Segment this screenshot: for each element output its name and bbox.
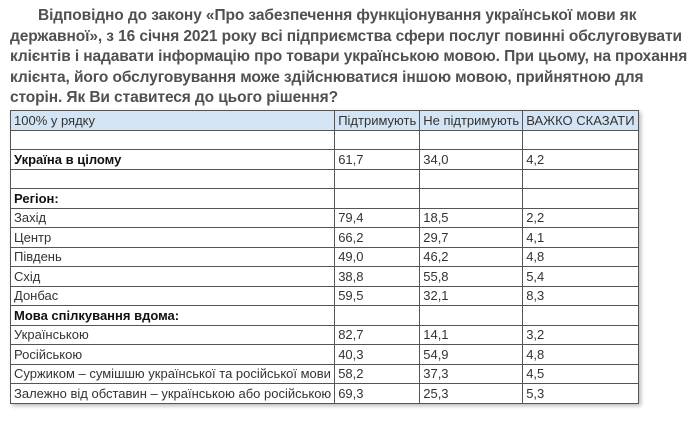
table-row: Схід 38,8 55,8 5,4 bbox=[9, 266, 640, 287]
row-label: Російською bbox=[9, 344, 336, 365]
header-cell: Підтримують bbox=[334, 110, 421, 131]
table-header-row: 100% у рядку Підтримують Не підтримують … bbox=[9, 110, 640, 131]
table-row: Українською 82,7 14,1 3,2 bbox=[9, 324, 640, 345]
value-cell: 59,5 bbox=[334, 285, 421, 306]
value-cell: 5,3 bbox=[522, 383, 640, 404]
value-cell bbox=[522, 188, 640, 209]
value-cell: 29,7 bbox=[419, 227, 524, 248]
value-cell bbox=[334, 188, 421, 209]
table-row: Російською 40,3 54,9 4,8 bbox=[9, 344, 640, 365]
value-cell bbox=[334, 168, 421, 189]
row-label: Залежно від обставин – українською або р… bbox=[9, 383, 336, 404]
results-table: 100% у рядку Підтримують Не підтримують … bbox=[9, 110, 640, 404]
table-row: Центр 66,2 29,7 4,1 bbox=[9, 227, 640, 248]
row-label: Схід bbox=[9, 266, 336, 287]
value-cell: 5,4 bbox=[522, 266, 640, 287]
value-cell: 40,3 bbox=[334, 344, 421, 365]
row-label: Суржиком – сумішшю української та російс… bbox=[9, 363, 336, 384]
value-cell: 14,1 bbox=[419, 324, 524, 345]
value-cell: 82,7 bbox=[334, 324, 421, 345]
table-row: Суржиком – сумішшю української та російс… bbox=[9, 363, 640, 384]
value-cell bbox=[334, 305, 421, 326]
row-label: Центр bbox=[9, 227, 336, 248]
value-cell bbox=[419, 168, 524, 189]
value-cell: 4,2 bbox=[522, 149, 640, 170]
value-cell bbox=[419, 305, 524, 326]
value-cell: 66,2 bbox=[334, 227, 421, 248]
row-label bbox=[9, 129, 336, 150]
value-cell: 49,0 bbox=[334, 246, 421, 267]
value-cell: 8,3 bbox=[522, 285, 640, 306]
value-cell bbox=[522, 168, 640, 189]
value-cell bbox=[419, 129, 524, 150]
value-cell: 46,2 bbox=[419, 246, 524, 267]
value-cell: 61,7 bbox=[334, 149, 421, 170]
value-cell: 4,1 bbox=[522, 227, 640, 248]
header-cell: ВАЖКО СКАЗАТИ bbox=[522, 110, 640, 131]
table-row: Україна в цілому 61,7 34,0 4,2 bbox=[9, 149, 640, 170]
value-cell: 25,3 bbox=[419, 383, 524, 404]
table-row: Донбас 59,5 32,1 8,3 bbox=[9, 285, 640, 306]
table-row: Регіон: bbox=[9, 188, 640, 209]
table-row: Мова спілкування вдома: bbox=[9, 305, 640, 326]
table-row bbox=[9, 168, 640, 189]
value-cell: 2,2 bbox=[522, 207, 640, 228]
row-label: Регіон: bbox=[9, 188, 336, 209]
value-cell: 69,3 bbox=[334, 383, 421, 404]
value-cell: 3,2 bbox=[522, 324, 640, 345]
header-cell: 100% у рядку bbox=[9, 110, 336, 131]
value-cell bbox=[522, 129, 640, 150]
value-cell: 37,3 bbox=[419, 363, 524, 384]
survey-question: Відповідно до закону «Про забезпечення ф… bbox=[10, 7, 688, 106]
value-cell: 18,5 bbox=[419, 207, 524, 228]
header-cell: Не підтримують bbox=[419, 110, 524, 131]
value-cell bbox=[334, 129, 421, 150]
row-label: Мова спілкування вдома: bbox=[9, 305, 336, 326]
value-cell: 38,8 bbox=[334, 266, 421, 287]
row-label: Південь bbox=[9, 246, 336, 267]
value-cell: 4,8 bbox=[522, 344, 640, 365]
row-label: Українською bbox=[9, 324, 336, 345]
table-row bbox=[9, 129, 640, 150]
table-row: Залежно від обставин – українською або р… bbox=[9, 383, 640, 404]
value-cell: 79,4 bbox=[334, 207, 421, 228]
value-cell: 54,9 bbox=[419, 344, 524, 365]
table-row: Захід 79,4 18,5 2,2 bbox=[9, 207, 640, 228]
row-label: Україна в цілому bbox=[9, 149, 336, 170]
value-cell: 32,1 bbox=[419, 285, 524, 306]
value-cell bbox=[522, 305, 640, 326]
table-row: Південь 49,0 46,2 4,8 bbox=[9, 246, 640, 267]
value-cell: 4,5 bbox=[522, 363, 640, 384]
value-cell bbox=[419, 188, 524, 209]
value-cell: 34,0 bbox=[419, 149, 524, 170]
row-label: Захід bbox=[9, 207, 336, 228]
value-cell: 55,8 bbox=[419, 266, 524, 287]
row-label bbox=[9, 168, 336, 189]
value-cell: 58,2 bbox=[334, 363, 421, 384]
value-cell: 4,8 bbox=[522, 246, 640, 267]
row-label: Донбас bbox=[9, 285, 336, 306]
